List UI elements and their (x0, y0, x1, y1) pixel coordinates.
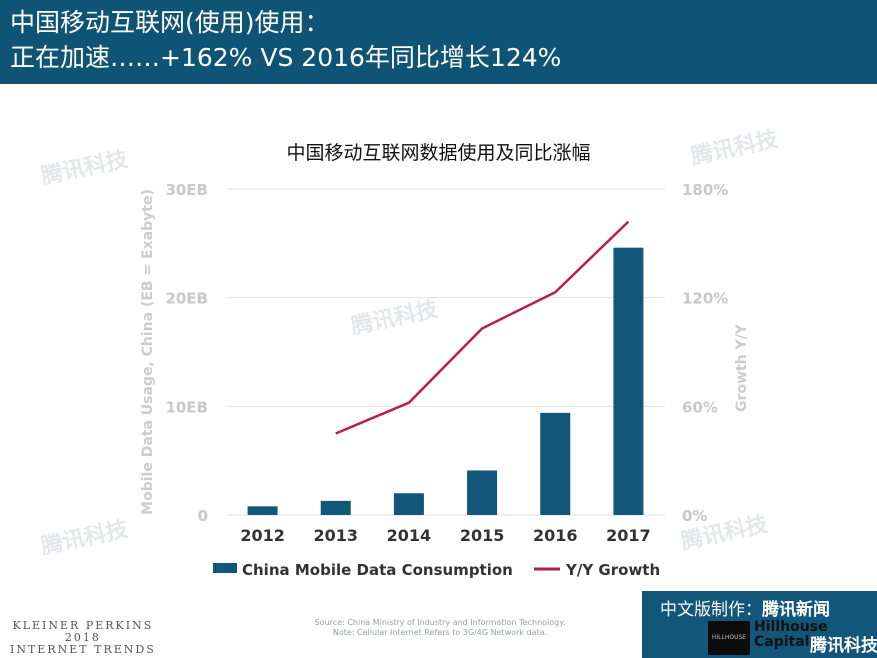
x-tick-label: 2017 (606, 526, 651, 545)
x-tick-label: 2014 (387, 526, 432, 545)
bar (393, 493, 424, 515)
slide-title-line2: 正在加速……+162% VS 2016年同比增长124% (10, 43, 562, 72)
note-line: Note: Cellular Internet Refers to 3G/4G … (332, 628, 548, 637)
y-tick-label-left: 20EB (165, 290, 208, 308)
bar (467, 470, 498, 515)
x-tick-label: 2016 (533, 526, 578, 545)
kpcb-report: INTERNET TRENDS (10, 643, 156, 656)
slide-title-line1: 中国移动互联网(使用)使用： (10, 8, 330, 37)
bar (540, 412, 571, 515)
tencent-news-logo: 腾讯新闻 (762, 600, 830, 620)
bar (247, 506, 278, 515)
kpcb-year: 2018 (64, 631, 101, 644)
legend-label: China Mobile Data Consumption (242, 561, 513, 579)
hillhouse-name: Hillhouse Capital (754, 620, 828, 650)
kpcb-name: KLEINER PERKINS (12, 619, 154, 632)
kpcb-logo: KLEINER PERKINS 2018 INTERNET TRENDS (10, 620, 156, 656)
y-axis-label-right: Growth Y/Y (734, 323, 750, 412)
hillhouse-logo-icon: HILLHOUSE (708, 621, 750, 655)
chart: 0 0% 10EB 60% 20EB 120% 30EB 180% 2012 2013 2014 20… (140, 181, 750, 579)
y-axis-label-left: Mobile Data Usage, China (EB = Exabyte) (140, 189, 156, 515)
y-tick-label-right: 60% (682, 398, 718, 416)
y-tick-label-left: 10EB (165, 398, 208, 416)
hillhouse-line1: Hillhouse (754, 619, 828, 635)
slide-header: 中国移动互联网(使用)使用： 正在加速……+162% VS 2016年同比增长1… (0, 0, 877, 84)
hillhouse-line2: Capital (754, 634, 810, 650)
badge-top: 中文版制作：腾讯新闻 (660, 595, 830, 620)
y-tick-label-left: 30EB (165, 181, 208, 199)
producer-badge: 中文版制作：腾讯新闻 HILLHOUSE Hillhouse Capital 腾… (642, 591, 877, 658)
source-line: Source: China Ministry of Industry and I… (314, 618, 566, 627)
source-note: Source: China Ministry of Industry and I… (300, 618, 580, 638)
x-tick-label: 2012 (240, 526, 285, 545)
tencent-tech-logo: 腾讯科技 (810, 636, 877, 656)
bar (613, 247, 644, 515)
growth-line (335, 220, 630, 435)
badge-prefix: 中文版制作： (660, 600, 762, 620)
legend-swatch-bar (213, 563, 237, 573)
y-tick-label-left: 0 (198, 507, 208, 525)
legend-label: Y/Y Growth (565, 561, 660, 579)
x-tick-label: 2015 (460, 526, 505, 545)
chart-title: 中国移动互联网数据使用及同比涨幅 (286, 142, 591, 164)
bar (320, 500, 351, 515)
y-tick-label-right: 0% (682, 507, 707, 525)
x-tick-label: 2013 (313, 526, 358, 545)
y-tick-label-right: 180% (682, 181, 728, 199)
y-tick-label-right: 120% (682, 290, 728, 308)
